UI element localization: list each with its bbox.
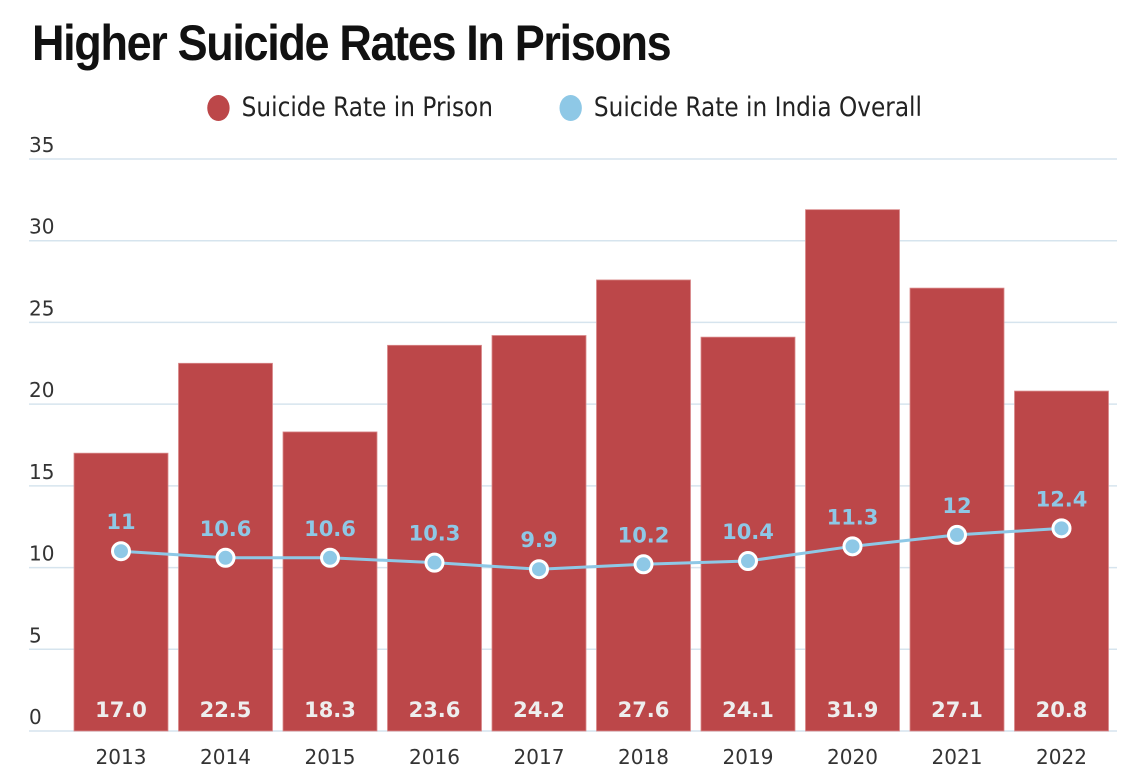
legend-label-india: Suicide Rate in India Overall <box>594 92 923 123</box>
legend-item-prison: Suicide Rate in Prison <box>207 92 493 123</box>
point-2016 <box>424 552 445 573</box>
bar-label-2016: 23.6 <box>409 698 461 722</box>
bar-label-2022: 20.8 <box>1036 698 1088 722</box>
y-tick-25: 25 <box>29 296 54 320</box>
line-label-2019: 10.4 <box>722 520 774 544</box>
point-2013 <box>111 541 131 562</box>
bar-2016 <box>387 344 482 732</box>
legend-item-india: Suicide Rate in India Overall <box>559 92 923 123</box>
point-2017 <box>529 559 549 580</box>
bar-2017 <box>491 335 587 732</box>
line-label-2021: 12 <box>942 494 971 518</box>
legend-swatch-prison <box>207 94 230 121</box>
bar-2020 <box>805 209 900 732</box>
bar-label-2013: 17.0 <box>95 698 147 722</box>
line-label-2016: 10.3 <box>409 522 461 546</box>
line-label-2015: 10.6 <box>304 517 356 541</box>
y-tick-5: 5 <box>29 623 42 647</box>
x-axis-ticks: 2013 2014 2015 2016 2017 2018 2019 2020 2021 2022 <box>96 745 1087 769</box>
x-tick-2015: 2015 <box>305 745 356 769</box>
bar-label-2017: 24.2 <box>513 698 565 722</box>
x-tick-2019: 2019 <box>723 745 774 769</box>
line-labels: 11 10.6 10.6 10.3 9.9 10.2 10.4 11.3 12 12.4 <box>106 487 1087 552</box>
x-tick-2016: 2016 <box>409 745 460 769</box>
bar-label-2014: 22.5 <box>200 698 252 722</box>
chart-title: Higher Suicide Rates In Prisons <box>32 15 672 71</box>
india-line <box>120 526 1062 571</box>
y-tick-35: 35 <box>29 133 54 157</box>
x-tick-2017: 2017 <box>514 745 565 769</box>
point-2018 <box>633 554 654 575</box>
bar-label-2019: 24.1 <box>722 698 774 722</box>
x-tick-2020: 2020 <box>827 745 878 769</box>
y-tick-15: 15 <box>29 460 54 484</box>
legend: Suicide Rate in Prison Suicide Rate in I… <box>0 92 1136 123</box>
bar-label-2021: 27.1 <box>931 698 983 722</box>
point-2022 <box>1051 518 1072 539</box>
line-label-2020: 11.3 <box>827 505 879 529</box>
bars <box>73 209 1109 732</box>
bar-2021 <box>909 287 1005 732</box>
x-tick-2018: 2018 <box>618 745 669 769</box>
bar-labels: 17.0 22.5 18.3 23.6 24.2 27.6 24.1 31.9 27.1 20.8 <box>95 698 1087 722</box>
bar-label-2015: 18.3 <box>304 698 356 722</box>
bar-2013 <box>73 452 169 732</box>
bar-2018 <box>596 279 691 732</box>
bar-label-2018: 27.6 <box>618 698 670 722</box>
bar-2022 <box>1014 390 1109 732</box>
point-2015 <box>320 547 340 568</box>
y-tick-20: 20 <box>29 378 54 402</box>
line-label-2018: 10.2 <box>618 523 670 547</box>
bar-2014 <box>178 362 273 732</box>
point-2020 <box>842 536 863 557</box>
y-tick-30: 30 <box>29 215 54 239</box>
line-series <box>111 518 1072 580</box>
x-tick-2021: 2021 <box>932 745 983 769</box>
line-label-2014: 10.6 <box>200 517 252 541</box>
y-tick-10: 10 <box>29 542 54 566</box>
y-axis-ticks: 0 5 10 15 20 25 30 35 <box>29 133 54 729</box>
bar-2019 <box>700 336 796 732</box>
legend-label-prison: Suicide Rate in Prison <box>241 92 494 123</box>
bar-label-2020: 31.9 <box>827 698 879 722</box>
legend-swatch-india <box>559 94 583 121</box>
x-tick-2022: 2022 <box>1036 745 1087 769</box>
line-label-2017: 9.9 <box>520 528 557 552</box>
point-2019 <box>738 551 758 572</box>
line-label-2022: 12.4 <box>1036 487 1088 511</box>
point-2014 <box>215 547 236 568</box>
y-tick-0: 0 <box>29 705 42 729</box>
point-2021 <box>947 524 967 545</box>
x-tick-2014: 2014 <box>200 745 251 769</box>
x-tick-2013: 2013 <box>96 745 147 769</box>
bar-2015 <box>282 431 378 732</box>
line-label-2013: 11 <box>106 510 135 534</box>
